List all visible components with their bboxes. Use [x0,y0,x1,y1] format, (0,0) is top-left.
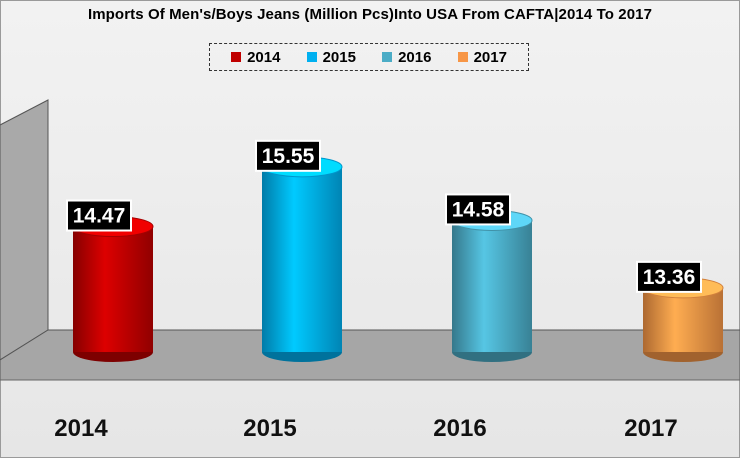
bar-body-2016 [452,220,532,352]
chart-title: Imports Of Men's/Boys Jeans (Million Pcs… [87,6,653,23]
bar-2015: 15.55 2015 [243,139,343,442]
data-label-2017: 13.36 [643,266,696,289]
data-label-box-2015 [255,139,321,172]
legend-item-2015: 2015 [306,48,356,66]
floor [0,329,740,381]
data-label-2016: 14.58 [452,198,505,221]
data-label-2014: 14.47 [73,205,126,228]
x-tick-label-2014: 2014 [54,415,108,442]
x-tick-label-2016: 2016 [433,415,486,442]
legend-item-2016: 2016 [382,49,431,66]
legend-swatch-2015 [306,52,317,62]
back-wall [0,99,49,361]
legend-swatch-2017 [457,52,468,62]
legend-item-2014: 2014 [231,49,280,66]
data-label-2015: 15.55 [262,145,315,168]
legend-label-2016: 2016 [398,48,432,66]
legend-swatch-2014 [231,52,242,62]
x-tick-label-2015: 2015 [243,415,296,442]
legend-swatch-2016 [382,52,393,62]
legend: 2014 2015 2016 2017 [209,43,529,71]
data-label-box-2014 [66,199,132,232]
bar-2014: 14.47 2014 [54,199,154,442]
legend-label-2014: 2014 [247,48,281,66]
bar-2016: 14.58 2016 [433,193,533,442]
bar-body-2014 [73,226,153,352]
legend-label-2017: 2017 [473,48,507,66]
bar-body-2017 [643,287,723,352]
x-tick-label-2017: 2017 [624,415,677,442]
data-label-box-2017 [636,260,702,293]
data-label-box-2016 [445,193,511,226]
bar-body-2015 [262,166,342,352]
legend-item-2017: 2017 [457,48,507,66]
bar-2017: 13.36 2017 [624,260,724,442]
legend-label-2015: 2015 [322,48,356,66]
